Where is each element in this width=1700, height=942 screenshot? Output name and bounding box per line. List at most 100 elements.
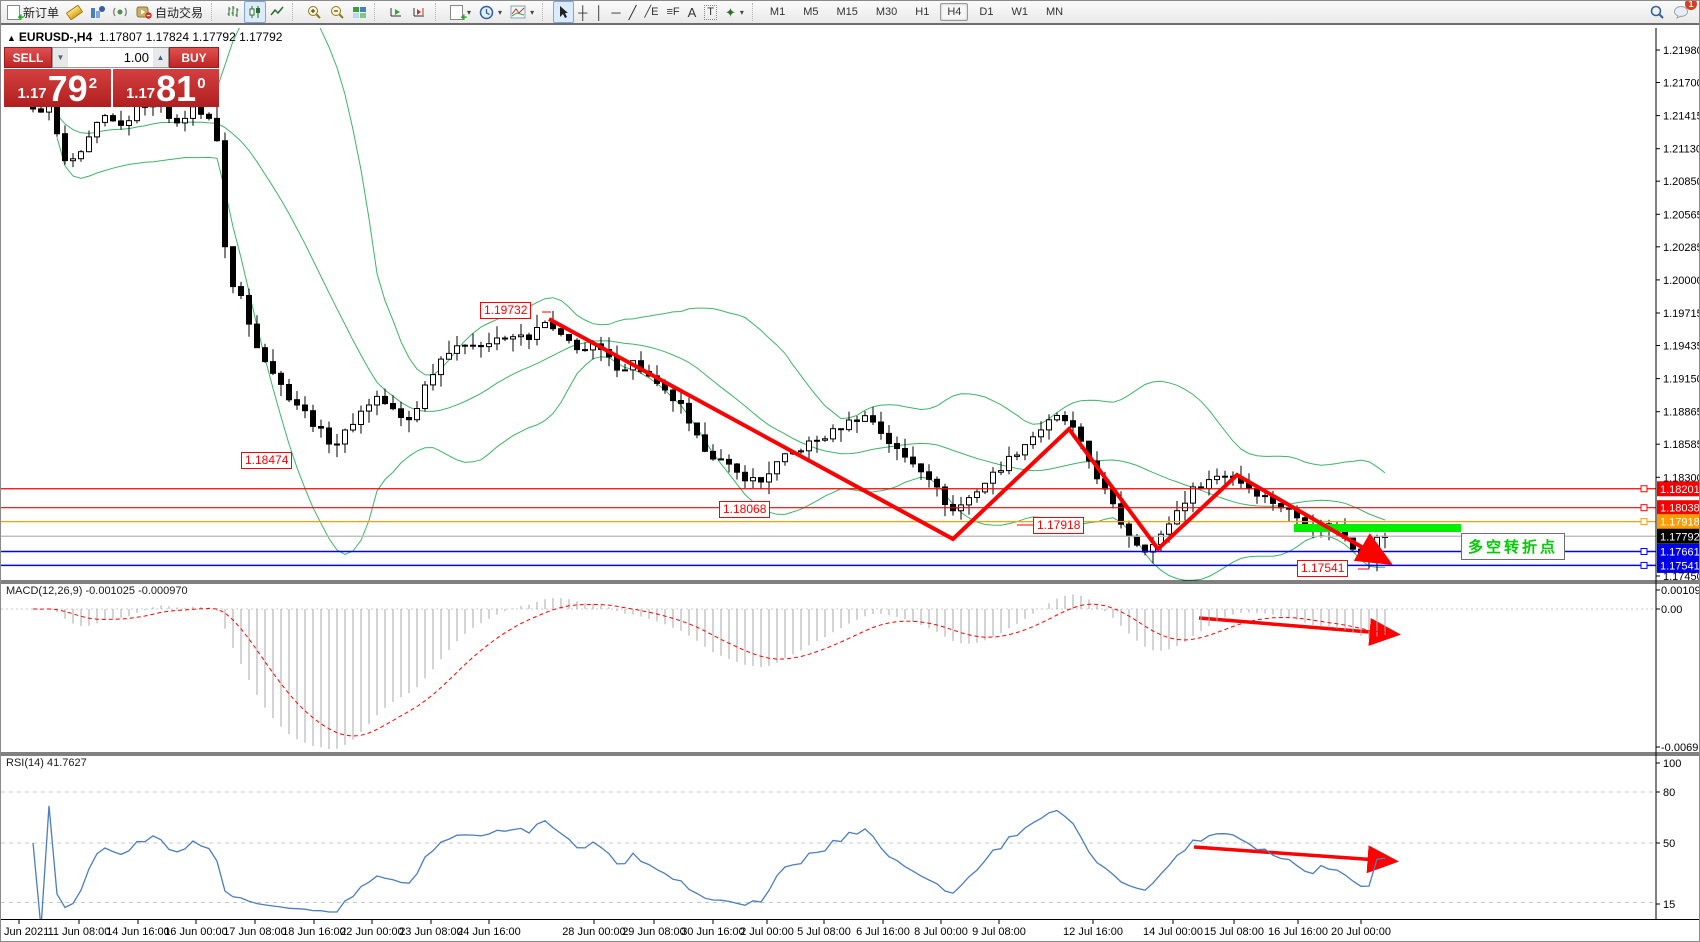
rsi-trend-arrow[interactable]: [1193, 845, 1399, 874]
chart-shift-button[interactable]: [408, 1, 431, 23]
periods-button[interactable]: ▾: [475, 1, 506, 23]
line-handle: [1640, 547, 1648, 555]
chevron-down-icon: ▾: [739, 7, 744, 17]
svg-text:12 Jul 16:00: 12 Jul 16:00: [1063, 926, 1123, 938]
fibonacci-tool[interactable]: ≡F: [662, 1, 683, 23]
vertical-line-tool[interactable]: │: [591, 1, 607, 23]
sell-button[interactable]: SELL: [4, 47, 52, 68]
svg-text:16 Jun 00:00: 16 Jun 00:00: [164, 926, 228, 938]
text-tool[interactable]: A: [684, 1, 701, 23]
price-annotation[interactable]: 1.17541: [1297, 560, 1349, 577]
bar-chart-button[interactable]: [222, 1, 244, 23]
candles: [30, 93, 1388, 572]
svg-text:10 Jun 2021: 10 Jun 2021: [1, 926, 49, 938]
timeframe-w1[interactable]: W1: [1011, 6, 1028, 18]
price-annotation[interactable]: 1.17918: [1033, 517, 1085, 534]
timeframe-m1[interactable]: M1: [769, 6, 786, 18]
svg-text:1.21980: 1.21980: [1663, 45, 1700, 57]
svg-text:1.18300: 1.18300: [1663, 472, 1700, 484]
market-watch-button[interactable]: [86, 1, 109, 23]
new-order-button[interactable]: 新订单: [3, 1, 63, 24]
svg-text:8 Jul 00:00: 8 Jul 00:00: [914, 926, 968, 938]
autotrading-label: 自动交易: [155, 5, 204, 20]
chart-title: ▲ EURUSD-,H4 1.17807 1.17824 1.17792 1.17…: [7, 30, 282, 44]
shapes-tool[interactable]: ✦ ▾: [721, 1, 748, 23]
macd-trend-arrow[interactable]: [1198, 616, 1401, 646]
profile-chart-icon: [91, 6, 106, 18]
fibonacci-icon: ≡F: [666, 5, 680, 18]
price-annotation[interactable]: 1.18068: [719, 501, 771, 518]
auto-scroll-button[interactable]: [385, 1, 408, 23]
line-handle: [1640, 518, 1648, 526]
horizontal-line-tool[interactable]: ─: [607, 1, 624, 23]
buy-price-main: 81: [156, 68, 197, 109]
trendline-tool[interactable]: ╱: [625, 1, 641, 23]
sell-price[interactable]: 1.17 79 2: [4, 69, 111, 107]
buy-button[interactable]: BUY: [169, 47, 219, 68]
zoom-out-button[interactable]: [326, 1, 349, 23]
timeframe-m5[interactable]: M5: [803, 6, 819, 18]
timeframe-h4[interactable]: H4: [940, 3, 969, 21]
buy-price-pip: 0: [197, 75, 206, 92]
price-annotation[interactable]: 1.19732: [480, 302, 532, 319]
svg-text:1.21130: 1.21130: [1663, 144, 1700, 156]
shapes-icon: ✦: [724, 4, 736, 20]
buy-price-prefix: 1.17: [125, 85, 156, 102]
svg-text:1.19435: 1.19435: [1663, 340, 1700, 352]
timeframe-m30[interactable]: M30: [875, 6, 898, 18]
svg-text:1.17792: 1.17792: [1660, 531, 1700, 543]
channel-icon: ╱E: [644, 5, 659, 18]
buy-price[interactable]: 1.17 81 0: [112, 68, 219, 109]
candlestick-icon: [249, 6, 261, 18]
cursor-tool[interactable]: [553, 1, 575, 23]
candlestick-button[interactable]: [244, 1, 267, 23]
svg-text:1.20285: 1.20285: [1663, 242, 1700, 254]
notification-badge: 1: [1685, 1, 1697, 10]
support-highlight-bar[interactable]: [1294, 524, 1461, 532]
volume-decrease-button[interactable]: ▼: [53, 48, 68, 67]
svg-text:15 Jul 08:00: 15 Jul 08:00: [1204, 926, 1264, 938]
line-chart-icon: [270, 6, 284, 16]
svg-text:11 Jun 08:00: 11 Jun 08:00: [48, 926, 111, 938]
indicators-button[interactable]: ▾: [506, 1, 538, 23]
signals-button[interactable]: [109, 1, 132, 23]
channel-tool[interactable]: ╱E: [640, 1, 662, 23]
text-icon: A: [687, 4, 697, 20]
autotrading-button[interactable]: 自动交易: [132, 1, 207, 23]
chart-symbol-period: EURUSD-,H4: [18, 30, 93, 44]
zoom-in-button[interactable]: [303, 1, 326, 23]
sell-price-prefix: 1.17: [17, 85, 47, 102]
notifications-button[interactable]: 1: [1669, 1, 1697, 23]
volume-increase-button[interactable]: ▲: [153, 48, 168, 67]
volume-input[interactable]: 1.00: [123, 50, 149, 65]
vline-icon: │: [595, 4, 604, 20]
new-order-icon: [7, 4, 24, 24]
svg-text:6 Jul 16:00: 6 Jul 16:00: [856, 926, 910, 938]
zoom-out-icon: [331, 5, 344, 19]
svg-text:1.17661: 1.17661: [1660, 546, 1700, 558]
svg-text:1.17918: 1.17918: [1660, 517, 1700, 529]
chart-shift-icon: [413, 8, 425, 17]
timeframe-mn[interactable]: MN: [1045, 6, 1064, 18]
sell-price-pip: 2: [88, 75, 98, 92]
price-annotation[interactable]: 1.18474: [241, 452, 293, 469]
trend-zigzag-arrow[interactable]: [548, 317, 1393, 565]
search-button[interactable]: [1646, 1, 1669, 23]
svg-text:18 Jun 16:00: 18 Jun 16:00: [282, 926, 346, 938]
svg-text:0.00: 0.00: [1661, 604, 1682, 616]
timeframe-h1[interactable]: H1: [915, 6, 930, 18]
svg-text:17 Jun 08:00: 17 Jun 08:00: [223, 926, 287, 938]
note-box[interactable]: 多空转折点: [1461, 533, 1566, 560]
crosshair-tool[interactable]: ┼: [574, 1, 591, 23]
timeframe-m15[interactable]: M15: [836, 6, 858, 18]
line-chart-button[interactable]: [266, 1, 288, 23]
bar-chart-icon: [227, 6, 239, 17]
new-chart-button[interactable]: ▾: [446, 1, 475, 24]
text-label-tool[interactable]: T: [700, 1, 721, 23]
axis-price-tag: [1657, 500, 1699, 516]
timeframe-d1[interactable]: D1: [979, 6, 994, 18]
chart-ohlc-values: 1.17807 1.17824 1.17792 1.17792: [98, 30, 283, 44]
tile-windows-button[interactable]: [349, 1, 370, 23]
